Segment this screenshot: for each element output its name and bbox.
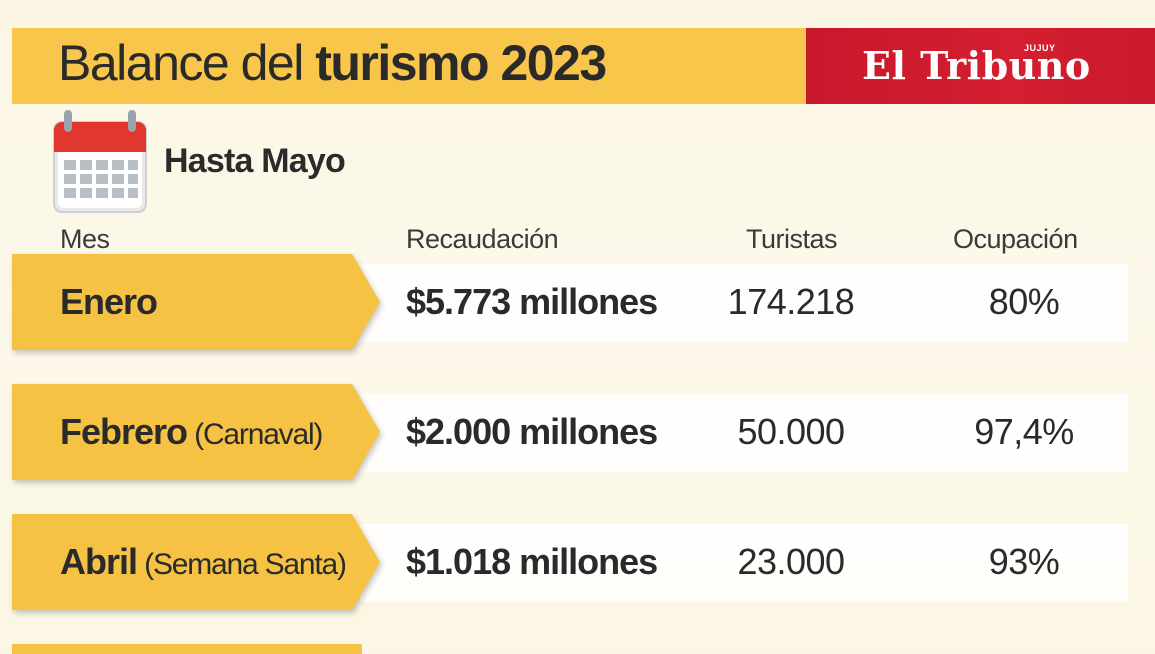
month-arrow [12, 514, 380, 610]
next-row-arrow-edge [12, 644, 362, 654]
month-label: Febrero (Carnaval) [60, 384, 323, 480]
recaudacion-value: $5.773 millones [406, 281, 658, 322]
month-note: (Carnaval) [187, 418, 323, 451]
table-row: Febrero (Carnaval) $2.000 millones 50.00… [0, 384, 1155, 482]
ocupacion-value: 93% [988, 541, 1060, 582]
month-note: (Semana Santa) [137, 548, 347, 581]
subtitle: Hasta Mayo [164, 142, 346, 180]
title-bold: turismo 2023 [315, 35, 607, 91]
row-background [360, 264, 1128, 342]
column-header-ocupacion: Ocupación [953, 224, 1078, 254]
month-arrow [12, 384, 380, 480]
turistas-value: 23.000 [737, 541, 845, 582]
ocupacion-value: 80% [988, 281, 1060, 322]
title-light: Balance del [58, 35, 316, 91]
column-header-mes: Mes [60, 224, 110, 254]
turistas-value: 174.218 [727, 281, 855, 322]
turistas-value: 50.000 [737, 411, 845, 452]
table-row: Abril (Semana Santa) $1.018 millones 23.… [0, 514, 1155, 612]
ocupacion-value: 97,4% [974, 411, 1074, 452]
month-arrow [12, 254, 380, 350]
row-background [360, 394, 1128, 472]
brand-name: El Tribuno [862, 43, 1091, 88]
month-label: Abril (Semana Santa) [60, 514, 347, 610]
month-label: Enero [60, 254, 158, 350]
row-background [360, 524, 1128, 602]
table-row: Enero $5.773 millones 174.218 80% [0, 254, 1155, 352]
month-name: Febrero [60, 411, 188, 452]
column-header-turistas: Turistas [746, 224, 838, 254]
column-header-recaudacion: Recaudación [406, 224, 559, 254]
month-name: Abril [60, 541, 138, 582]
recaudacion-value: $2.000 millones [406, 411, 658, 452]
calendar-icon [52, 108, 148, 216]
header-bar [12, 28, 806, 104]
page-title: Balance del turismo 2023 [58, 30, 607, 96]
recaudacion-value: $1.018 millones [406, 541, 658, 582]
month-name: Enero [60, 281, 158, 322]
brand-tag: JUJUY [1024, 43, 1056, 53]
brand-logo: El Tribuno JUJUY [806, 28, 1155, 104]
